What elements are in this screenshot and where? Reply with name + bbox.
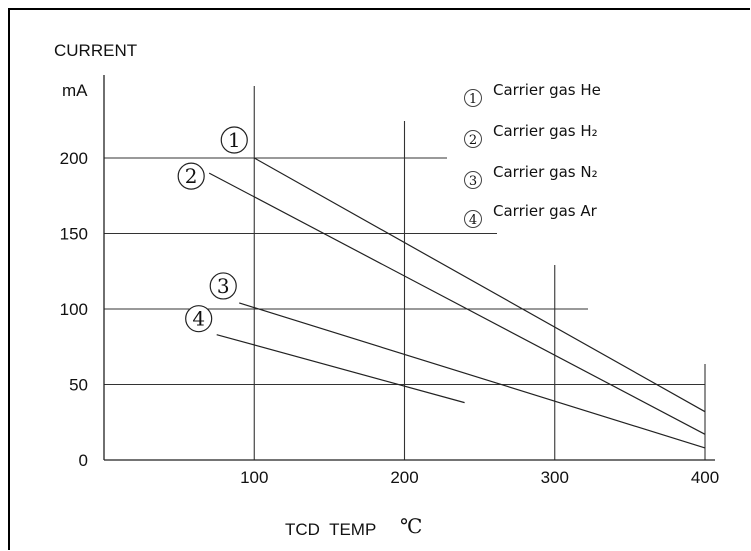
x-tick-label: 400	[691, 468, 719, 487]
legend-label: Carrier gas H₂	[493, 122, 598, 140]
legend-marker-number: 3	[469, 174, 477, 189]
legend-marker-circle	[464, 171, 482, 189]
x-axis-title: TCD TEMP ℃	[285, 514, 422, 539]
legend-marker-number: 2	[469, 133, 477, 148]
x-axis-label: TCD TEMP	[285, 520, 376, 539]
series-marker-circle-1	[220, 126, 248, 154]
axes	[103, 75, 715, 461]
legend-marker-number: 4	[469, 213, 477, 228]
legend-label: Carrier gas Ar	[493, 202, 598, 220]
legend-marker-circle	[464, 89, 482, 107]
y-axis-unit: mA	[62, 81, 88, 100]
y-tick-label: 100	[60, 300, 88, 319]
series-marker-number-4: 4	[192, 307, 205, 331]
chart-title: CURRENT	[54, 41, 137, 60]
series-marker-circle-4	[185, 305, 213, 333]
legend-marker-number: 1	[469, 92, 477, 107]
series-line-2	[208, 172, 706, 435]
series-marker-circle-2	[177, 162, 205, 190]
series-marker-number-1: 1	[228, 128, 241, 152]
y-tick-label: 50	[69, 376, 88, 395]
series-line-4	[216, 334, 465, 404]
x-tick-label: 300	[541, 468, 569, 487]
x-axis-unit: ℃	[400, 514, 422, 538]
chart-frame	[8, 8, 750, 550]
y-tick-label: 200	[60, 149, 88, 168]
y-tick-label: 0	[79, 451, 88, 470]
x-tick-label: 200	[390, 468, 418, 487]
x-tick-label: 100	[240, 468, 268, 487]
series-line-1	[253, 157, 706, 413]
series-marker-number-2: 2	[185, 164, 198, 188]
series-line-3	[239, 302, 706, 449]
series-marker-circle-3	[209, 272, 237, 300]
y-tick-label: 150	[60, 225, 88, 244]
gridlines	[104, 86, 706, 460]
legend-label: Carrier gas N₂	[493, 163, 598, 181]
series-marker-number-3: 3	[217, 274, 230, 298]
legend-marker-circle	[464, 130, 482, 148]
legend-label: Carrier gas He	[493, 81, 601, 99]
legend: 1 Carrier gas He 2 Carrier gas H₂ 3 Carrier g…	[464, 81, 601, 228]
legend-marker-circle	[464, 210, 482, 228]
tick-labels: 0 50 100 150 200 100 200 300 400	[60, 149, 720, 487]
